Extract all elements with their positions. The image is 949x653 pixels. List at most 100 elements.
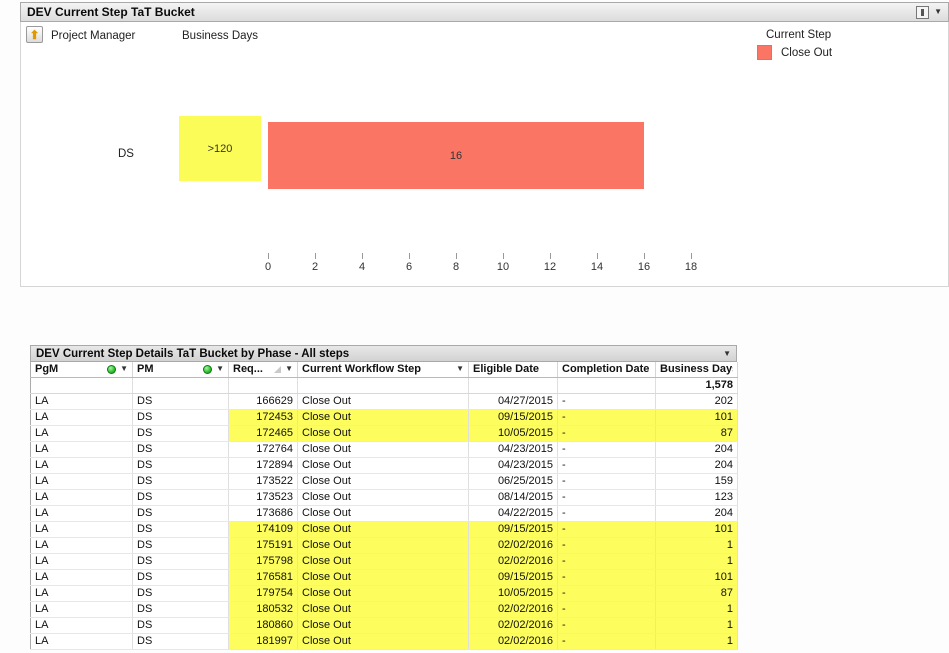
table-row[interactable]: LA DS 173522 Close Out 06/25/2015 - 159: [30, 473, 738, 490]
cell-eligible-date[interactable]: 04/27/2015: [468, 393, 558, 410]
cell-business-days[interactable]: 101: [655, 569, 738, 586]
cell-pgm[interactable]: LA: [30, 601, 133, 618]
cell-completion-date[interactable]: -: [557, 617, 656, 634]
table-row[interactable]: LA DS 174109 Close Out 09/15/2015 - 101: [30, 521, 738, 538]
table-row[interactable]: LA DS 172894 Close Out 04/23/2015 - 204: [30, 457, 738, 474]
cell-step[interactable]: Close Out: [297, 633, 469, 650]
cell-completion-date[interactable]: -: [557, 633, 656, 650]
cell-eligible-date[interactable]: 02/02/2016: [468, 553, 558, 570]
cell-step[interactable]: Close Out: [297, 473, 469, 490]
cell-pm[interactable]: DS: [132, 457, 229, 474]
cell-req[interactable]: 166629: [228, 393, 298, 410]
chart-caption-bar[interactable]: DEV Current Step TaT Bucket ▼: [20, 2, 949, 22]
dimension-label[interactable]: Project Manager: [51, 30, 136, 42]
cell-req[interactable]: 173686: [228, 505, 298, 522]
bucket-label-box[interactable]: >120: [179, 116, 261, 181]
cell-business-days[interactable]: 101: [655, 521, 738, 538]
cell-pgm[interactable]: LA: [30, 489, 133, 506]
cell-eligible-date[interactable]: 02/02/2016: [468, 633, 558, 650]
cell-completion-date[interactable]: -: [557, 409, 656, 426]
col-header-req[interactable]: Req... ▼: [228, 362, 298, 378]
col-header-completion-date[interactable]: Completion Date: [557, 362, 656, 378]
cell-pgm[interactable]: LA: [30, 505, 133, 522]
cell-pm[interactable]: DS: [132, 521, 229, 538]
cell-pm[interactable]: DS: [132, 617, 229, 634]
column-dropdown-icon[interactable]: ▼: [120, 364, 128, 374]
cell-req[interactable]: 180532: [228, 601, 298, 618]
cell-step[interactable]: Close Out: [297, 537, 469, 554]
cell-eligible-date[interactable]: 09/15/2015: [468, 521, 558, 538]
cell-req[interactable]: 173523: [228, 489, 298, 506]
cell-step[interactable]: Close Out: [297, 617, 469, 634]
cell-req[interactable]: 172453: [228, 409, 298, 426]
cell-completion-date[interactable]: -: [557, 393, 656, 410]
cell-step[interactable]: Close Out: [297, 457, 469, 474]
cell-completion-date[interactable]: -: [557, 569, 656, 586]
cell-eligible-date[interactable]: 04/22/2015: [468, 505, 558, 522]
cell-pgm[interactable]: LA: [30, 473, 133, 490]
cell-pm[interactable]: DS: [132, 393, 229, 410]
cell-business-days[interactable]: 101: [655, 409, 738, 426]
measure-label[interactable]: Business Days: [182, 30, 259, 42]
col-header-eligible-date[interactable]: Eligible Date: [468, 362, 558, 378]
table-row[interactable]: LA DS 172465 Close Out 10/05/2015 - 87: [30, 425, 738, 442]
cell-completion-date[interactable]: -: [557, 505, 656, 522]
cell-req[interactable]: 181997: [228, 633, 298, 650]
col-header-pgm[interactable]: PgM ▼: [30, 362, 133, 378]
drill-up-icon[interactable]: ⬆: [26, 26, 43, 43]
cell-completion-date[interactable]: -: [557, 585, 656, 602]
bar-close-out[interactable]: 16: [268, 122, 644, 189]
cell-business-days[interactable]: 1: [655, 537, 738, 554]
cell-completion-date[interactable]: -: [557, 601, 656, 618]
cell-pm[interactable]: DS: [132, 553, 229, 570]
fast-change-icon[interactable]: [916, 5, 930, 19]
cell-pm[interactable]: DS: [132, 409, 229, 426]
table-row[interactable]: LA DS 175191 Close Out 02/02/2016 - 1: [30, 537, 738, 554]
table-row[interactable]: LA DS 166629 Close Out 04/27/2015 - 202: [30, 393, 738, 410]
cell-business-days[interactable]: 87: [655, 585, 738, 602]
cell-eligible-date[interactable]: 02/02/2016: [468, 601, 558, 618]
cell-completion-date[interactable]: -: [557, 425, 656, 442]
table-row[interactable]: LA DS 172764 Close Out 04/23/2015 - 204: [30, 441, 738, 458]
cell-business-days[interactable]: 204: [655, 457, 738, 474]
cell-completion-date[interactable]: -: [557, 553, 656, 570]
cell-step[interactable]: Close Out: [297, 441, 469, 458]
cell-step[interactable]: Close Out: [297, 425, 469, 442]
cell-step[interactable]: Close Out: [297, 553, 469, 570]
cell-business-days[interactable]: 87: [655, 425, 738, 442]
cell-eligible-date[interactable]: 10/05/2015: [468, 585, 558, 602]
column-dropdown-icon[interactable]: ▼: [285, 364, 293, 374]
cell-pm[interactable]: DS: [132, 537, 229, 554]
cell-eligible-date[interactable]: 04/23/2015: [468, 457, 558, 474]
cell-pgm[interactable]: LA: [30, 617, 133, 634]
cell-pgm[interactable]: LA: [30, 425, 133, 442]
cell-pgm[interactable]: LA: [30, 585, 133, 602]
table-row[interactable]: LA DS 172453 Close Out 09/15/2015 - 101: [30, 409, 738, 426]
cell-business-days[interactable]: 159: [655, 473, 738, 490]
cell-req[interactable]: 175191: [228, 537, 298, 554]
table-row[interactable]: LA DS 180860 Close Out 02/02/2016 - 1: [30, 617, 738, 634]
col-header-current-workflow-step[interactable]: Current Workflow Step ▼: [297, 362, 469, 378]
cell-eligible-date[interactable]: 10/05/2015: [468, 425, 558, 442]
col-header-pm[interactable]: PM ▼: [132, 362, 229, 378]
cell-eligible-date[interactable]: 08/14/2015: [468, 489, 558, 506]
cell-req[interactable]: 174109: [228, 521, 298, 538]
cell-completion-date[interactable]: -: [557, 489, 656, 506]
cell-req[interactable]: 175798: [228, 553, 298, 570]
cell-completion-date[interactable]: -: [557, 521, 656, 538]
cell-business-days[interactable]: 1: [655, 633, 738, 650]
cell-business-days[interactable]: 1: [655, 601, 738, 618]
cell-req[interactable]: 180860: [228, 617, 298, 634]
cell-pgm[interactable]: LA: [30, 633, 133, 650]
cell-step[interactable]: Close Out: [297, 489, 469, 506]
chart-menu-caret-icon[interactable]: ▼: [934, 7, 942, 16]
table-row[interactable]: LA DS 181997 Close Out 02/02/2016 - 1: [30, 633, 738, 650]
legend-item[interactable]: Close Out: [757, 45, 832, 60]
cell-business-days[interactable]: 202: [655, 393, 738, 410]
cell-step[interactable]: Close Out: [297, 601, 469, 618]
cell-req[interactable]: 172465: [228, 425, 298, 442]
cell-step[interactable]: Close Out: [297, 521, 469, 538]
cell-req[interactable]: 173522: [228, 473, 298, 490]
cell-req[interactable]: 179754: [228, 585, 298, 602]
cell-step[interactable]: Close Out: [297, 569, 469, 586]
